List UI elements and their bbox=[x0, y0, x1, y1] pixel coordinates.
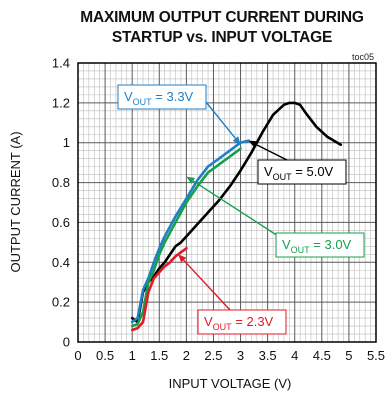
annotation-box-v30 bbox=[275, 232, 365, 258]
annotation-label-v33: VOUT = 3.3V bbox=[124, 89, 194, 107]
annotation-label-rest: = 5.0V bbox=[292, 164, 334, 179]
annotation-leader-v23 bbox=[183, 259, 231, 311]
series-line-v33 bbox=[130, 139, 250, 324]
annotation-label-rest: = 3.0V bbox=[310, 237, 352, 252]
annotation-label-sub: OUT bbox=[291, 245, 311, 255]
x-tick-label: 5 bbox=[345, 348, 352, 363]
y-tick-label: 1.4 bbox=[52, 56, 70, 71]
annotation-arrowhead-v33 bbox=[232, 136, 241, 145]
y-tick-label: 0 bbox=[63, 335, 70, 350]
annotation-label-sub: OUT bbox=[213, 322, 233, 332]
annotation-label-main: V bbox=[264, 164, 273, 179]
chart-title-line-2: STARTUP vs. INPUT VOLTAGE bbox=[112, 29, 332, 46]
x-tick-label: 4.5 bbox=[313, 348, 331, 363]
annotation-label-sub: OUT bbox=[133, 97, 153, 107]
x-tick-labels: 0 0.5 1 1.5 2 2.5 3 3.5 4 4.5 5 5.5 bbox=[74, 348, 385, 363]
chart-title-line-1: MAXIMUM OUTPUT CURRENT DURING bbox=[80, 9, 364, 26]
annotation-label-v30: VOUT = 3.0V bbox=[282, 237, 352, 255]
series-layer bbox=[130, 101, 343, 332]
annotation-arrowhead-v30 bbox=[186, 176, 195, 184]
y-tick-labels: 0 0.2 0.4 0.6 0.8 1 1.2 1.4 bbox=[52, 56, 70, 350]
annotation-arrowhead-v23 bbox=[178, 254, 187, 263]
annotation-label-main: V bbox=[204, 314, 213, 329]
annotation-label-v23: VOUT = 2.3V bbox=[204, 314, 274, 332]
y-tick-label: 0.2 bbox=[52, 295, 70, 310]
series-line-v30 bbox=[130, 147, 242, 328]
annotation-label-main: V bbox=[282, 237, 291, 252]
x-tick-label: 2.5 bbox=[204, 348, 222, 363]
annotation-leader-v33 bbox=[205, 101, 237, 139]
series-line-v50 bbox=[130, 101, 343, 324]
annotation-label-v50: VOUT = 5.0V bbox=[264, 164, 334, 182]
annotation-label-rest: = 3.3V bbox=[152, 89, 194, 104]
y-tick-label: 1 bbox=[63, 135, 70, 150]
x-tick-label: 5.5 bbox=[367, 348, 385, 363]
y-tick-label: 0.4 bbox=[52, 255, 70, 270]
annotation-leader-v30 bbox=[192, 180, 279, 237]
x-tick-label: 1 bbox=[129, 348, 136, 363]
annotation-label-rest: = 2.3V bbox=[232, 314, 274, 329]
annotation-leader-v50 bbox=[255, 143, 288, 161]
annotation-label-sub: OUT bbox=[273, 172, 293, 182]
annotation-arrowhead-v50 bbox=[248, 140, 258, 148]
y-tick-label: 1.2 bbox=[52, 95, 70, 110]
series-line-v23 bbox=[130, 247, 188, 332]
y-axis-label: OUTPUT CURRENT (A) bbox=[8, 131, 23, 272]
y-tick-label: 0.8 bbox=[52, 175, 70, 190]
x-tick-label: 3.5 bbox=[259, 348, 277, 363]
figure-code: toc05 bbox=[352, 52, 374, 62]
x-tick-label: 3 bbox=[237, 348, 244, 363]
x-tick-label: 2 bbox=[183, 348, 190, 363]
x-tick-label: 4 bbox=[291, 348, 298, 363]
x-tick-label: 0.5 bbox=[96, 348, 114, 363]
annotation-box-v33 bbox=[117, 84, 207, 110]
annotation-box-v23 bbox=[197, 309, 287, 335]
x-axis-label: INPUT VOLTAGE (V) bbox=[169, 376, 292, 391]
annotation-box-v50 bbox=[257, 159, 347, 185]
y-tick-label: 0.6 bbox=[52, 215, 70, 230]
annotation-label-main: V bbox=[124, 89, 133, 104]
plot-frame bbox=[77, 62, 377, 343]
x-tick-label: 1.5 bbox=[150, 348, 168, 363]
x-tick-label: 0 bbox=[74, 348, 81, 363]
